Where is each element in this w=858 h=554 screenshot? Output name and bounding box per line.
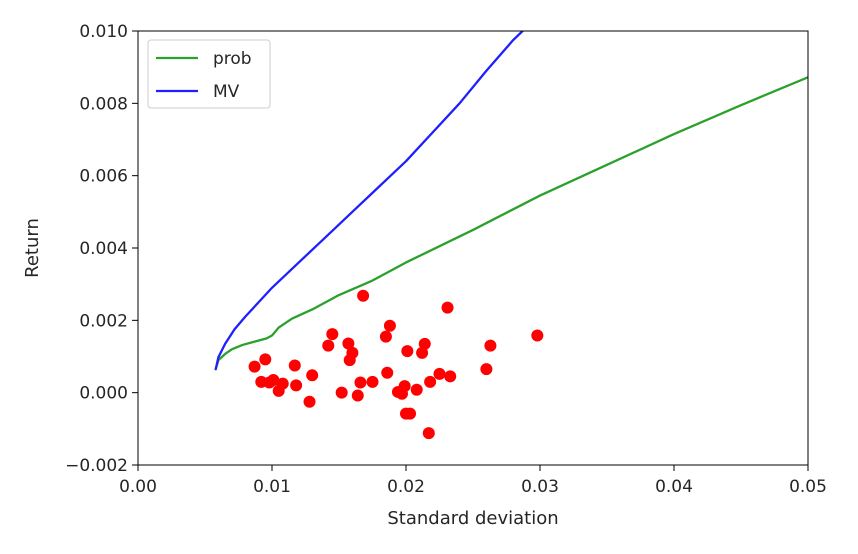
scatter-point [424, 375, 437, 388]
scatter-point [381, 366, 394, 379]
scatter-point [404, 407, 417, 420]
scatter-point [422, 427, 435, 440]
scatter-point [418, 337, 431, 350]
scatter-point [346, 346, 359, 359]
scatter-point [342, 337, 355, 350]
scatter-point [259, 353, 272, 366]
scatter-point [433, 367, 446, 380]
scatter-point [484, 339, 497, 352]
y-tick-label: −0.002 [65, 456, 128, 476]
scatter-point [351, 389, 364, 402]
scatter-point [401, 345, 414, 358]
x-axis-label: Standard deviation [387, 508, 558, 529]
scatter-point [288, 359, 301, 372]
y-tick-label: 0.002 [79, 311, 128, 331]
scatter-point [357, 289, 370, 302]
x-tick-label: 0.02 [387, 477, 425, 497]
scatter-point [416, 346, 429, 359]
y-tick-label: 0.004 [79, 239, 128, 259]
legend-box [147, 39, 271, 109]
y-tick-label: 0.000 [79, 384, 128, 404]
scatter-point [383, 319, 396, 332]
scatter-point [335, 386, 348, 399]
scatter-point [441, 301, 454, 314]
scatter-point [366, 375, 379, 388]
legend: prob MV [147, 39, 271, 109]
y-tick-label: 0.010 [79, 22, 128, 42]
y-tick-label: 0.008 [79, 94, 128, 114]
x-tick-label: 0.00 [119, 477, 157, 497]
scatter-point [276, 377, 289, 390]
series-line-MV [214, 31, 524, 371]
scatter-point [248, 360, 261, 373]
scatter-point [306, 369, 319, 382]
scatter-point [290, 379, 303, 392]
legend-label-MV: MV [213, 82, 240, 102]
scatter-point [410, 383, 423, 396]
scatter-point [354, 376, 367, 389]
scatter-point [322, 339, 335, 352]
x-tick-label: 0.01 [253, 477, 291, 497]
scatter-point [326, 328, 339, 341]
plot-area [214, 31, 808, 440]
scatter-point [303, 395, 316, 408]
scatter-point [398, 380, 411, 393]
scatter-point [444, 370, 457, 383]
y-tick-label: 0.006 [79, 167, 128, 187]
legend-label-prob: prob [213, 49, 252, 69]
y-axis-label: Return [22, 218, 43, 278]
scatter-point [379, 330, 392, 343]
x-tick-label: 0.05 [789, 477, 827, 497]
scatter-point [531, 329, 544, 342]
scatter-point [267, 374, 280, 387]
series-line-prob [214, 76, 808, 371]
x-tick-label: 0.04 [655, 477, 693, 497]
x-tick-label: 0.03 [521, 477, 559, 497]
scatter-point [480, 363, 493, 376]
